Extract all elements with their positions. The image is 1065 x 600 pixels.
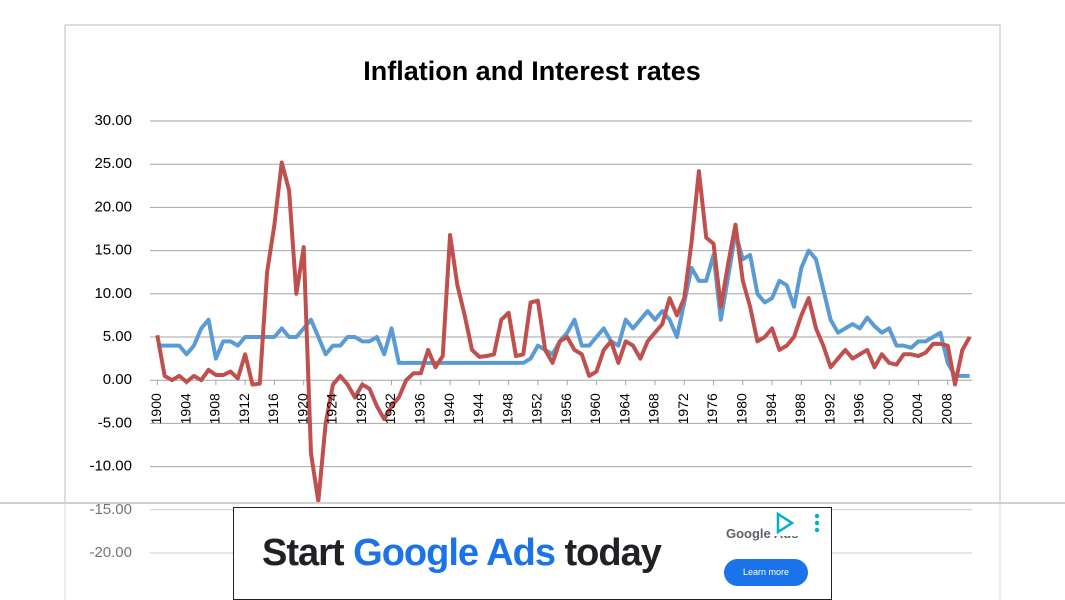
x-tick-label: 1996 <box>851 393 867 424</box>
x-tick-label: 1976 <box>704 393 720 424</box>
x-tick-label: 1952 <box>529 393 545 424</box>
x-tick-label: 1940 <box>441 393 457 424</box>
x-tick-label: 1904 <box>177 393 193 424</box>
chart-title: Inflation and Interest rates <box>363 56 701 86</box>
x-tick-label: 2000 <box>880 393 896 424</box>
x-tick-label: 1916 <box>265 393 281 424</box>
adchoices-icon[interactable] <box>776 511 795 535</box>
y-tick-label: 20.00 <box>94 198 132 215</box>
x-tick-label: 1932 <box>382 393 398 424</box>
y-tick-label: 30.00 <box>94 112 132 129</box>
x-tick-label: 1988 <box>792 393 808 424</box>
ad-brand: Google Ads <box>353 532 556 574</box>
x-tick-label: 1992 <box>821 393 837 424</box>
y-tick-label: 0.00 <box>103 371 132 388</box>
y-tick-label: 15.00 <box>94 242 132 259</box>
y-tick-label: -10.00 <box>89 458 132 475</box>
y-tick-label: -15.00 <box>89 501 132 518</box>
ad-icons[interactable] <box>772 510 832 538</box>
ad-button[interactable]: Learn more <box>724 559 808 586</box>
x-tick-label: 1972 <box>675 393 691 424</box>
x-tick-label: 1908 <box>207 393 223 424</box>
x-tick-label: 1944 <box>470 393 486 424</box>
x-tick-label: 1964 <box>616 393 632 424</box>
x-tick-label: 2004 <box>909 393 925 424</box>
menu-dot <box>814 513 820 519</box>
x-tick-label: 1984 <box>763 393 779 424</box>
x-tick-label: 1980 <box>734 393 750 424</box>
x-tick-label: 1936 <box>411 393 427 424</box>
ad-word: Start <box>262 532 345 574</box>
menu-dot <box>814 527 820 533</box>
y-tick-label: -5.00 <box>98 414 132 431</box>
y-tick-label: 5.00 <box>103 328 132 345</box>
ad-banner[interactable]: Start Google Ads today Google Ads Learn … <box>233 507 832 600</box>
x-tick-label: 1968 <box>646 393 662 424</box>
ad-word: today <box>564 532 662 574</box>
y-tick-label: -20.00 <box>89 544 132 561</box>
x-tick-label: 1928 <box>353 393 369 424</box>
x-tick-label: 1924 <box>324 393 340 424</box>
series-line <box>155 160 972 504</box>
x-tick-label: 1900 <box>148 393 164 424</box>
x-tick-label: 1956 <box>558 393 574 424</box>
y-tick-label: 25.00 <box>94 155 132 172</box>
ad-headline[interactable]: Start Google Ads today <box>262 532 662 575</box>
menu-dot <box>814 520 820 526</box>
y-tick-label: 10.00 <box>94 285 132 302</box>
x-tick-label: 1912 <box>236 393 252 424</box>
x-tick-label: 1960 <box>587 393 603 424</box>
icon-bg <box>772 510 830 536</box>
x-tick-label: 1920 <box>294 393 310 424</box>
x-tick-label: 1948 <box>499 393 515 424</box>
x-tick-label: 2008 <box>938 393 954 424</box>
